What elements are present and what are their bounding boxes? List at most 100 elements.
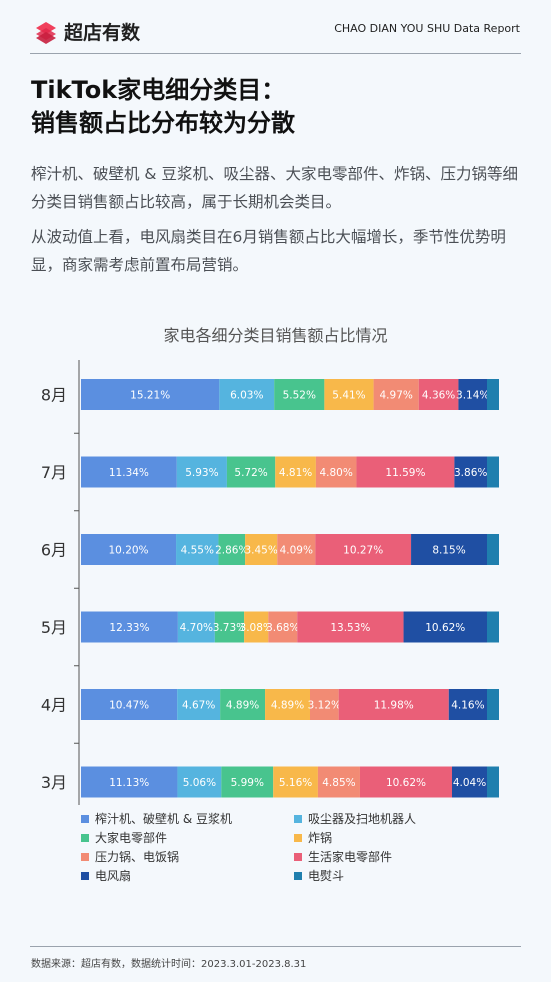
bar-segment	[81, 534, 177, 565]
legend-item: 生活家电零部件	[294, 848, 392, 865]
legend-label: 电风扇	[95, 869, 132, 883]
y-tick-label: 5月	[41, 618, 67, 637]
data-label: 3.12%	[308, 700, 341, 712]
bar-segment	[268, 611, 298, 643]
data-label: 2.86%	[215, 545, 248, 557]
legend-swatch	[294, 833, 302, 842]
bar-segment	[226, 456, 276, 488]
bar-segment	[177, 611, 215, 643]
bar-segment	[487, 456, 499, 488]
title-line-1: TikTok家电细分类目：	[31, 76, 286, 104]
bar-segment	[448, 689, 487, 720]
legend-swatch	[294, 814, 302, 823]
bar-segment	[487, 766, 499, 798]
data-label: 15.21%	[130, 390, 170, 402]
data-label: 3.86%	[454, 467, 487, 479]
data-label: 4.09%	[280, 545, 313, 557]
data-label: 11.98%	[374, 700, 414, 712]
legend-item: 榨汁机、破壁机 & 豆浆机	[81, 810, 232, 827]
logo-text: 超店有数	[64, 22, 141, 44]
data-label: 4.55%	[181, 545, 214, 557]
bar-segment	[310, 689, 339, 720]
data-label: 10.62%	[425, 622, 465, 634]
data-label: 3.14%	[456, 390, 489, 402]
legend-swatch	[81, 871, 89, 880]
bar-segment	[265, 689, 311, 720]
data-label: 4.36%	[422, 390, 455, 402]
y-tick-label: 4月	[41, 696, 67, 715]
legend-swatch	[294, 871, 302, 880]
data-label: 13.53%	[330, 622, 370, 634]
data-label: 11.34%	[109, 467, 149, 479]
bar-segment	[221, 766, 274, 798]
page-title: TikTok家电细分类目： 销售额占比分布较为分散	[31, 74, 531, 140]
y-tick-label: 6月	[41, 541, 67, 560]
legend-label: 炸锅	[308, 831, 333, 845]
bar-segment	[359, 766, 452, 798]
bar-segment	[487, 689, 499, 720]
data-label: 4.80%	[319, 467, 352, 479]
legend-label: 电熨斗	[308, 869, 345, 883]
legend-label: 生活家电零部件	[308, 850, 393, 864]
logo-icon	[36, 21, 56, 44]
data-label: 3.45%	[244, 545, 277, 557]
legend-swatch	[81, 833, 89, 842]
data-label: 4.81%	[279, 467, 312, 479]
legend-item: 压力锅、电饭锅	[81, 848, 179, 865]
bar-segment	[297, 611, 404, 643]
bar-segment	[487, 611, 499, 643]
data-label: 4.67%	[182, 700, 215, 712]
chart-title: 家电各细分类目销售额占比情况	[163, 326, 388, 345]
chart-legend: 榨汁机、破壁机 & 豆浆机 吸尘器及扫地机器人 大家电零部件 炸锅 压力锅、电饭锅 生活家…	[0, 810, 551, 890]
bar-segment	[81, 689, 178, 720]
legend-item: 大家电零部件	[81, 829, 167, 846]
bar-segment	[176, 534, 219, 565]
bar-segment	[81, 379, 220, 410]
legend-swatch	[81, 814, 89, 823]
report-label: CHAO DIAN YOU SHU Data Report	[334, 22, 520, 35]
bar-segment	[274, 379, 325, 410]
bar-segment	[458, 379, 487, 410]
brand-logo: 超店有数	[34, 18, 140, 45]
data-label: 3.68%	[266, 622, 299, 634]
bar-segment	[220, 689, 266, 720]
description-1: 榨汁机、破壁机 & 豆浆机、吸尘器、大家电零部件、炸锅、压力锅等细分类目销售额占…	[31, 165, 518, 211]
bar-segment	[273, 766, 318, 798]
bar-segment	[454, 456, 487, 488]
data-label: 5.93%	[185, 467, 218, 479]
data-label: 3.73%	[213, 622, 246, 634]
bar-segment	[487, 534, 499, 565]
data-label: 4.04%	[453, 777, 486, 789]
bar-segment	[214, 611, 245, 643]
stacked-bar-chart: 8月 15.21% 6.03% 5.52% 5.41% 4.97% 4.36% 3.14% 7月…	[41, 360, 499, 805]
data-label: 6.03%	[230, 390, 263, 402]
bar-segment	[177, 689, 221, 720]
bar-segment	[275, 456, 316, 488]
data-label: 5.99%	[231, 777, 264, 789]
bar-segment	[487, 379, 499, 410]
data-label: 11.59%	[385, 467, 425, 479]
data-label: 4.70%	[180, 622, 213, 634]
data-label: 5.16%	[279, 777, 312, 789]
bar-segment	[356, 456, 455, 488]
header: 超店有数 CHAO DIAN YOU SHU Data Report	[0, 0, 551, 56]
legend-label: 压力锅、电饭锅	[95, 850, 180, 864]
data-label: 4.85%	[322, 777, 355, 789]
header-divider	[30, 53, 521, 54]
bar-segment	[177, 766, 222, 798]
data-label: 8.15%	[432, 545, 465, 557]
data-label: 5.06%	[183, 777, 216, 789]
title-line-2: 销售额占比分布较为分散	[31, 109, 295, 137]
legend-item: 电熨斗	[294, 867, 344, 884]
bar-segment	[176, 456, 227, 488]
bar-segment	[403, 611, 487, 643]
legend-item: 炸锅	[294, 829, 332, 846]
bar-segment	[219, 379, 275, 410]
data-label: 5.41%	[332, 390, 365, 402]
legend-label: 大家电零部件	[95, 831, 168, 845]
data-label: 4.89%	[226, 700, 259, 712]
bar-segment	[338, 689, 449, 720]
bar-segment	[218, 534, 246, 565]
data-label: 10.20%	[109, 545, 149, 557]
legend-item: 电风扇	[81, 867, 131, 884]
